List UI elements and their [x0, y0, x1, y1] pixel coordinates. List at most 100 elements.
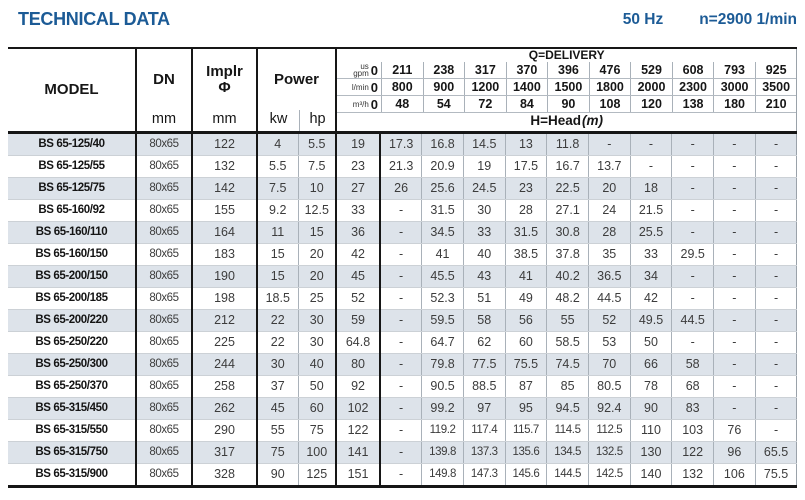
delivery-flow-value: 1200	[464, 79, 506, 95]
delivery-flow-value: 108	[588, 96, 631, 112]
head-value-cell: 16.8	[421, 132, 464, 156]
dn-cell: 80x65	[136, 397, 193, 420]
delivery-flow-value: 793	[713, 62, 755, 78]
head-value-cell: 34	[630, 265, 673, 288]
delivery-flow-value: 800	[381, 79, 423, 95]
head-value-cell: 56	[505, 309, 548, 332]
delivery-flow-value: 925	[754, 62, 797, 78]
head-value-cell: 80.5	[588, 375, 631, 398]
model-cell: BS 65-200/185	[8, 287, 137, 310]
model-cell: BS 65-125/40	[8, 132, 137, 156]
head-at-zero-cell: 23	[336, 155, 382, 178]
hp-cell: 30	[298, 331, 338, 354]
power-header-label: Power	[274, 70, 320, 88]
impeller-cell: 258	[192, 375, 258, 398]
head-value-cell: 103	[671, 419, 715, 442]
head-value-cell: -	[380, 463, 423, 488]
head-value-cell: 38.5	[505, 243, 548, 266]
head-at-zero-cell: 141	[336, 441, 382, 464]
head-value-cell: -	[713, 155, 756, 178]
head-at-zero-cell: 33	[336, 199, 382, 222]
head-value-cell: 87	[505, 375, 548, 398]
head-value-cell: -	[713, 397, 756, 420]
head-value-cell: -	[671, 155, 715, 178]
dn-cell: 80x65	[136, 221, 193, 244]
head-value-cell: -	[671, 199, 715, 222]
delivery-flow-value: 90	[547, 96, 589, 112]
head-value-cell: 78	[630, 375, 673, 398]
head-value-cell: 75.5	[755, 463, 798, 488]
head-value-cell: -	[380, 287, 423, 310]
delivery-flow-value: 210	[754, 96, 797, 112]
delivery-flow-value: 2000	[630, 79, 672, 95]
head-value-cell: 142.5	[588, 463, 631, 488]
head-value-cell: 42	[630, 287, 673, 310]
head-value-cell: 48.2	[546, 287, 589, 310]
kw-cell: 11	[257, 221, 299, 244]
kw-cell: 9.2	[257, 199, 299, 222]
kw-cell: 7.5	[257, 177, 299, 200]
head-value-cell: 20	[588, 177, 631, 200]
dn-cell: 80x65	[136, 419, 193, 442]
head-value-cell: -	[380, 243, 423, 266]
table-row: BS 65-125/75 80x65 142 7.5 10 27 26 25.6 24.5 23 2…	[8, 177, 798, 200]
dn-cell: 80x65	[136, 375, 193, 398]
head-value-cell: 92.4	[588, 397, 631, 420]
head-value-cell: 95	[505, 397, 548, 420]
kw-cell: 22	[257, 309, 299, 332]
kw-cell: 15	[257, 243, 299, 266]
head-value-cell: 135.6	[505, 441, 548, 464]
table-row: BS 65-160/110 80x65 164 11 15 36-34.5 33 31.5 30…	[8, 221, 798, 244]
head-value-cell: 22.5	[546, 177, 589, 200]
delivery-flow-value: 2300	[671, 79, 714, 95]
delivery-flow-value: 211	[381, 62, 423, 78]
delivery-header: Q=DELIVERY us gpm 0 211 238 317 370 396 476 529 60…	[336, 47, 798, 134]
spec-labels: 50 Hz n=2900 1/min	[623, 11, 797, 30]
kw-cell: 18.5	[257, 287, 299, 310]
kw-cell: 75	[257, 441, 299, 464]
head-value-cell: 44.5	[588, 287, 631, 310]
head-value-cell: 19	[463, 155, 506, 178]
head-value-cell: 25.6	[421, 177, 464, 200]
model-header-label: MODEL	[44, 81, 99, 98]
head-value-cell: -	[380, 221, 423, 244]
head-at-zero-cell: 64.8	[336, 331, 382, 354]
hp-cell: 25	[298, 287, 338, 310]
hp-cell: 20	[298, 265, 338, 288]
impeller-cell: 225	[192, 331, 258, 354]
head-value-cell: -	[755, 155, 798, 178]
hp-cell: 30	[298, 309, 338, 332]
head-value-cell: 27.1	[546, 199, 589, 222]
head-value-cell: -	[671, 287, 715, 310]
head-value-cell: -	[755, 221, 798, 244]
delivery-flow-value: 900	[422, 79, 465, 95]
hp-cell: 125	[298, 463, 338, 488]
head-value-cell: 28	[588, 221, 631, 244]
head-value-cell: 13.7	[588, 155, 631, 178]
hp-unit-label: hp	[309, 111, 326, 127]
head-value-cell: 24.5	[463, 177, 506, 200]
head-value-cell: 94.5	[546, 397, 589, 420]
head-value-cell: 134.5	[546, 441, 589, 464]
delivery-zero-value: 0	[370, 62, 379, 78]
head-label: H=Head	[530, 113, 582, 128]
head-value-cell: 49	[505, 287, 548, 310]
model-cell: BS 65-315/900	[8, 463, 137, 488]
head-value-cell: 45.5	[421, 265, 464, 288]
head-value-cell: 140	[630, 463, 673, 488]
head-value-cell: 145.6	[505, 463, 548, 488]
head-at-zero-cell: 102	[336, 397, 382, 420]
head-value-cell: -	[671, 177, 715, 200]
head-value-cell: 26	[380, 177, 423, 200]
head-value-cell: 43	[463, 265, 506, 288]
kw-cell: 45	[257, 397, 299, 420]
head-value-cell: 83	[671, 397, 715, 420]
head-value-cell: -	[380, 309, 423, 332]
delivery-flow-value: 48	[381, 96, 423, 112]
head-value-cell: -	[380, 419, 423, 442]
head-value-cell: 88.5	[463, 375, 506, 398]
head-at-zero-cell: 45	[336, 265, 382, 288]
speed-label: n=2900 1/min	[699, 11, 797, 28]
delivery-flow-value: 72	[464, 96, 506, 112]
head-at-zero-cell: 151	[336, 463, 382, 488]
